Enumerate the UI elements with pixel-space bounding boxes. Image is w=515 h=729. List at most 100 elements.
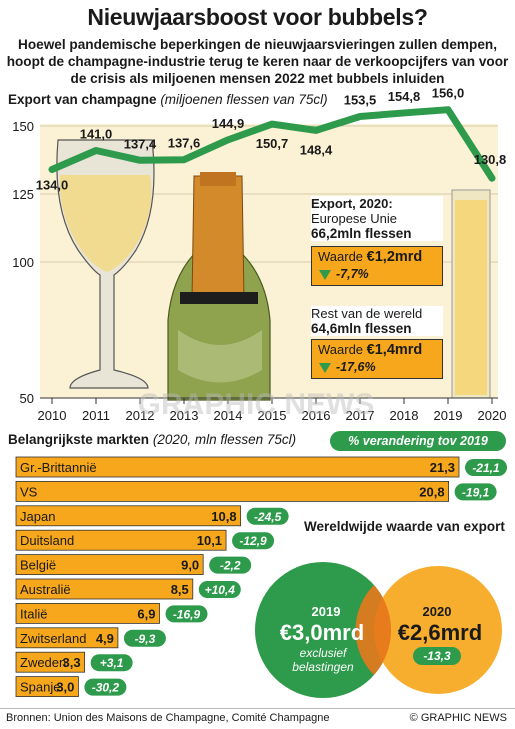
eu-change: -7,7% [336,267,369,281]
rest-value: Waarde €1,4mrd [318,342,423,358]
data-label: 130,8 [474,152,507,167]
champagne-illustration [56,139,491,401]
x-tick-label: 2016 [302,408,331,423]
eu-export-info: Export, 2020: Europese Unie 66,2mln fles… [311,196,443,241]
bar-value-label: 20,8 [419,484,444,499]
world-note-1: exclusief [300,646,348,660]
bar-category-label: VS [20,484,38,499]
bar-category-label: België [20,558,56,573]
down-arrow-icon [319,270,331,280]
export-series-line [48,106,496,182]
pct-change-label: -9,3 [135,632,156,646]
pct-change-pill [123,629,166,647]
pct-change-label: +10,4 [205,583,236,597]
bar-category-label: Gr.-Brittannië [20,460,97,475]
x-tick-label: 2020 [478,408,507,423]
bar-category-label: Zwitserland [20,631,86,646]
footer-source: Bronnen: Union des Maisons de Champagne,… [6,712,330,724]
bar [15,529,227,551]
bar-value-label: 10,1 [197,533,222,548]
data-label: 137,6 [168,136,201,151]
pct-change-header: % verandering tov 2019 [330,431,506,451]
bar-value-label: 10,8 [211,509,236,524]
data-label: 137,4 [124,136,157,151]
pct-change-pill [246,507,289,525]
pct-change-label: -12,9 [239,534,267,548]
world-2020-change-pill [413,647,461,665]
pct-change-label: -2,2 [220,559,241,573]
pct-change-pill [209,556,252,574]
x-tick-label: 2013 [170,408,199,423]
eu-value-box: Waarde €1,2mrd -7,7% [311,246,443,286]
x-tick-label: 2019 [434,408,463,423]
y-tick-label: 100 [12,255,34,270]
world-2019-value: €3,0mrd [280,620,364,645]
bar-value-label: 6,9 [137,606,155,621]
bar-category-label: Italië [20,606,47,621]
pct-change-pill [90,654,133,672]
pct-change-label: -19,1 [462,485,490,499]
bar [15,603,160,624]
x-tick-label: 2015 [258,408,287,423]
data-label: 153,5 [344,92,377,107]
pct-change-pill [454,483,497,501]
bar-category-label: Australië [20,582,71,597]
pct-change-pill [84,678,127,696]
bar [15,505,242,527]
rest-info-volume: 64,6mln flessen [311,321,412,336]
pct-change-pill [198,581,241,598]
bar-value-label: 3,0 [56,680,74,695]
pct-change-label: -30,2 [92,681,120,695]
bar-category-label: Zweden [20,655,66,670]
watermark: GRAPHIC NEWS [138,388,375,421]
pct-change-label: -21,1 [472,461,500,475]
circle-2019 [255,562,391,698]
x-tick-label: 2010 [38,408,67,423]
data-label: 134,0 [36,178,69,193]
bar [15,480,450,502]
bar [15,627,119,649]
eu-info-region: Europese Unie [311,211,397,226]
line-chart-title-text: Export van champagne [8,92,157,107]
data-label: 141,0 [80,126,113,141]
bar-chart-title: Belangrijkste markten (2020, mln flessen… [8,432,296,447]
bar [15,676,79,697]
page-title: Nieuwjaarsboost voor bubbels? [87,4,428,30]
y-tick-label: 125 [12,187,34,202]
footer: Bronnen: Union des Maisons de Champagne,… [0,708,515,729]
bar-value-label: 8,5 [171,582,189,597]
bar [15,651,86,673]
pct-change-pill [165,605,208,623]
world-note-2: belastingen [292,660,354,674]
y-tick-label: 50 [20,391,34,406]
bar-category-label: Spanje [20,680,60,695]
data-label: 154,8 [388,89,421,104]
bar-value-label: 21,3 [430,460,455,475]
rest-change: -17,6% [336,360,376,374]
bar-chart-title-text: Belangrijkste markten [8,432,150,447]
x-tick-label: 2012 [126,408,155,423]
bar [15,456,460,478]
bar-value-label: 4,9 [96,631,114,646]
x-tick-label: 2011 [82,408,110,423]
x-tick-label: 2018 [390,408,419,423]
export-line-chart: 134,0 141,0 137,4 137,6 144,9 150,7 148,4 153,5… [12,86,507,423]
eu-info-volume: 66,2mln flessen [311,226,412,241]
eu-value: Waarde €1,2mrd [318,249,423,265]
down-arrow-icon [319,363,331,373]
bar [15,578,194,600]
pct-change-label: -16,9 [173,607,201,621]
eu-info-heading: Export, 2020: [311,196,393,211]
x-tick-label: 2017 [346,408,375,423]
world-2020-year: 2020 [423,604,452,619]
rest-value-box: Waarde €1,4mrd -17,6% [311,339,443,379]
rest-export-info: Rest van de wereld 64,6mln flessen [311,306,443,336]
bar-value-label: 3,3 [63,655,81,670]
rest-info-region: Rest van de wereld [311,306,423,321]
world-2019-year: 2019 [312,604,341,619]
page-subtitle: Hoewel pandemische beperkingen de nieuwj… [6,37,509,86]
pct-change-label: +3,1 [100,656,124,670]
pct-change-label: -24,5 [254,510,282,524]
line-chart-title: Export van champagne (miljoenen flessen … [8,92,328,107]
data-label: 148,4 [300,142,333,157]
